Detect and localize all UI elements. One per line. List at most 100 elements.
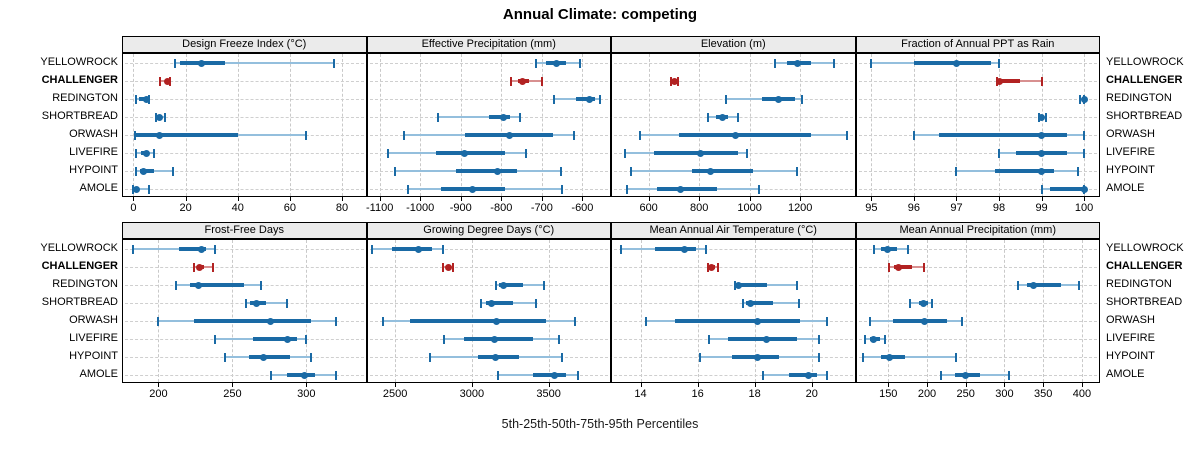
axis-tick-label: 1000 <box>737 202 762 214</box>
cap-p5-challenger <box>192 262 195 272</box>
cap-p5-redington <box>494 280 497 290</box>
gridline-vertical <box>548 240 550 382</box>
cap-p95-shortbread <box>286 298 289 308</box>
site-label-right-amole: AMOLE <box>1106 182 1145 194</box>
cap-p95-orwash <box>573 130 576 140</box>
cap-p5-hypoint <box>135 166 138 176</box>
gridline-vertical <box>999 54 1001 196</box>
site-label-right-redington: REDINGTON <box>1106 92 1172 104</box>
axis-tick <box>548 383 550 387</box>
site-label-left-hypoint: HYPOINT <box>69 164 118 176</box>
cap-p95-hypoint <box>817 352 820 362</box>
cap-p95-orwash <box>846 130 849 140</box>
cap-p95-amole <box>148 184 151 194</box>
axis-tick-label: 300 <box>995 388 1014 400</box>
cap-p5-amole <box>496 370 499 380</box>
axis-tick-label: 96 <box>907 202 921 214</box>
axis-tick-label: 400 <box>1072 388 1092 400</box>
gridline-horizontal <box>858 303 1097 304</box>
cap-p5-yellowrock <box>619 244 622 254</box>
panel-mean-annual-air-temperature-c <box>611 239 856 383</box>
whisker-iqr-hypoint <box>455 169 517 173</box>
site-label-left-orwash: ORWASH <box>69 314 118 326</box>
whisker-iqr-orwash <box>678 133 811 137</box>
axis-tick-label: 20 <box>179 202 192 214</box>
gridline-horizontal <box>858 99 1097 100</box>
site-label-right-shortbread: SHORTBREAD <box>1106 296 1183 308</box>
median-dot-orwash <box>492 317 500 325</box>
gridline-vertical <box>306 240 308 382</box>
median-dot-shortbread <box>488 299 496 307</box>
cap-p95-orwash <box>304 130 307 140</box>
gridline-horizontal <box>858 357 1097 358</box>
axis-tick <box>956 197 958 201</box>
site-label-right-shortbread: SHORTBREAD <box>1106 110 1183 122</box>
axis-tick-label: 3000 <box>459 388 485 400</box>
median-dot-redington <box>142 95 150 103</box>
cap-p95-hypoint <box>561 352 564 362</box>
cap-p95-hypoint <box>795 166 798 176</box>
axis-tick-label: 3500 <box>536 388 561 400</box>
cap-p5-shortbread <box>742 298 745 308</box>
cap-p5-shortbread <box>154 112 157 122</box>
cap-p5-yellowrock <box>371 244 374 254</box>
whisker-iqr-redington <box>1026 283 1062 287</box>
median-dot-shortbread <box>156 113 163 121</box>
cap-p5-orwash <box>133 130 136 140</box>
gridline-horizontal <box>125 267 364 268</box>
gridline-vertical <box>699 54 701 196</box>
cap-p95-hypoint <box>309 352 312 362</box>
cap-p95-yellowrock <box>213 244 216 254</box>
gridline-horizontal <box>369 249 608 250</box>
median-dot-hypoint <box>492 353 500 361</box>
median-dot-livefire <box>697 149 705 157</box>
axis-tick <box>379 197 381 201</box>
gridline-horizontal <box>125 375 364 376</box>
cap-p95-orwash <box>334 316 337 326</box>
axis-tick <box>927 383 928 387</box>
gridline-horizontal <box>125 99 364 100</box>
gridline-horizontal <box>858 153 1097 154</box>
cap-p95-livefire <box>524 148 527 158</box>
median-dot-amole <box>1080 185 1088 193</box>
gridline-horizontal <box>858 267 1097 268</box>
site-label-left-shortbread: SHORTBREAD <box>41 296 118 308</box>
median-dot-shortbread <box>1038 113 1046 121</box>
axis-tick-label: 250 <box>223 388 242 400</box>
median-dot-amole <box>301 371 309 379</box>
cap-p5-challenger <box>158 76 161 86</box>
gridline-horizontal <box>369 99 608 100</box>
cap-p95-shortbread <box>163 112 166 122</box>
whisker-iqr-redington <box>736 283 768 287</box>
gridline-vertical <box>913 54 915 196</box>
site-label-right-yellowrock: YELLOWROCK <box>1106 56 1184 68</box>
cap-p5-redington <box>733 280 736 290</box>
gridline-vertical <box>927 240 928 382</box>
figure-title: Annual Climate: competing <box>502 6 698 23</box>
cap-p5-livefire <box>864 334 867 344</box>
gridline-vertical <box>501 54 503 196</box>
cap-p95-hypoint <box>560 166 563 176</box>
cap-p5-shortbread <box>437 112 440 122</box>
median-dot-livefire <box>461 149 469 157</box>
cap-p95-amole <box>334 370 337 380</box>
cap-p95-orwash <box>1083 130 1086 140</box>
whisker-iqr-challenger <box>999 79 1021 83</box>
axis-tick <box>697 383 699 387</box>
axis-tick <box>640 383 642 387</box>
cap-p95-livefire <box>153 148 156 158</box>
cap-p95-shortbread <box>930 298 933 308</box>
gridline-vertical <box>871 54 873 196</box>
median-dot-challenger <box>894 263 902 271</box>
site-label-left-shortbread: SHORTBREAD <box>41 110 118 122</box>
gridline-vertical <box>1004 240 1006 382</box>
median-dot-hypoint <box>754 353 761 361</box>
median-dot-livefire <box>762 335 770 343</box>
median-dot-shortbread <box>252 299 260 307</box>
median-dot-redington <box>1030 281 1038 289</box>
gridline-vertical <box>289 54 291 196</box>
cap-p5-redington <box>1078 94 1081 104</box>
median-dot-orwash <box>921 317 929 325</box>
site-label-right-yellowrock: YELLOWROCK <box>1106 242 1184 254</box>
gridline-vertical <box>956 54 958 196</box>
